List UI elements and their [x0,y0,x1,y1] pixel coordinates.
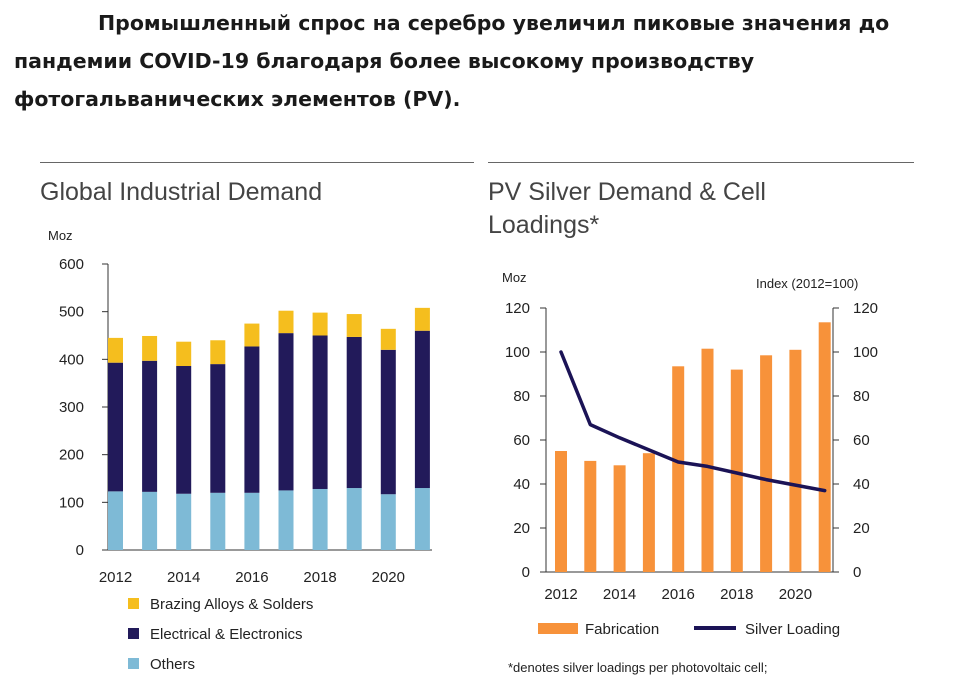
left-bar-segment [142,335,158,361]
left-bar-segment [278,490,294,550]
left-bar-segment [176,341,192,367]
right-left-tick-label: 100 [505,344,530,361]
left-bar-segment [346,488,362,550]
fabrication-bar [555,451,567,572]
left-bar-segment [210,492,226,550]
left-chart-top-rule [40,162,474,163]
right-right-tick-label: 100 [853,344,878,361]
left-bar-segment [312,488,328,550]
left-legend-label: Electrical & Electronics [150,626,303,643]
left-y-tick-label: 300 [59,399,84,416]
left-bar-segment [380,328,396,350]
left-bar-segment [108,491,123,550]
left-y-tick-label: 100 [59,494,84,511]
left-bar-segment [176,493,192,550]
right-right-tick-label: 80 [853,388,870,405]
headline-line-3: фотогальванических элементов (PV). [14,87,461,111]
left-bar-segment [346,336,362,489]
left-y-tick-label: 500 [59,304,84,321]
left-legend-label: Others [150,656,195,673]
silver-loading-line [559,350,827,493]
right-left-tick-label: 60 [513,432,530,449]
left-bar-segment [414,330,430,489]
right-chart-top-rule [488,162,914,163]
left-bar-segment [244,323,260,347]
left-bar-segment [210,364,226,493]
fabrication-bar [730,369,743,572]
headline-line-1: Промышленный спрос на серебро увеличил п… [98,11,890,35]
right-x-tick-label: 2018 [720,586,753,603]
left-legend-label: Brazing Alloys & Solders [150,596,313,613]
right-x-tick-label: 2014 [603,586,636,603]
left-bar-segment [312,312,328,336]
right-left-tick-label: 80 [513,388,530,405]
right-left-tick-label: 40 [513,476,530,493]
left-bar-segment [414,307,430,331]
left-y-axis-label: Moz [48,228,73,243]
right-y-axis-label-right: Index (2012=100) [756,276,858,291]
right-left-tick-label: 0 [522,564,530,581]
fabrication-bar [818,322,831,572]
left-bar-segment [142,360,158,492]
left-bar-segment [142,491,158,550]
left-bar-segment [244,346,260,493]
right-x-tick-label: 2016 [662,586,695,603]
left-legend-swatch [128,628,139,639]
right-right-tick-label: 0 [853,564,861,581]
right-right-tick-label: 120 [853,300,878,317]
left-bar-segment [176,366,192,494]
left-x-tick-label: 2016 [235,569,268,586]
right-chart-title-line-2: Loadings* [488,211,600,239]
fabrication-bar [760,355,773,572]
fabrication-bar [789,349,802,572]
left-bar-segment [312,335,328,489]
left-x-tick-label: 2014 [167,569,200,586]
left-bar-segment [278,333,294,491]
left-chart-title: Global Industrial Demand [40,178,323,206]
right-right-tick-label: 20 [853,520,870,537]
left-bar-segment [108,337,123,363]
left-bar-segment [210,340,226,365]
fabrication-bar [584,460,597,572]
left-bar-segment [380,494,396,550]
left-y-tick-label: 600 [59,256,84,273]
left-bar-segment [380,349,396,495]
right-legend-swatch-fabrication [538,623,578,634]
right-right-tick-label: 40 [853,476,870,493]
right-chart-title: PV Silver Demand & Cell Loadings* [488,176,766,242]
left-bar-segment [278,310,294,334]
left-x-tick-label: 2018 [303,569,336,586]
left-x-tick-label: 2012 [99,569,132,586]
left-y-tick-label: 200 [59,447,84,464]
left-y-tick-label: 0 [76,542,84,559]
footnote: *denotes silver loadings per photovoltai… [508,660,768,675]
right-chart-title-line-1: PV Silver Demand & Cell [488,178,766,206]
left-legend-swatch [128,598,139,609]
right-y-axis-label-left: Moz [502,270,527,285]
fabrication-bar [613,465,626,572]
left-bar-segment [414,488,430,550]
right-legend-label: Silver Loading [745,621,840,638]
left-y-tick-label: 400 [59,351,84,368]
right-x-tick-label: 2012 [544,586,577,603]
right-legend-label: Fabrication [585,621,659,638]
headline-line-2: пандемии COVID-19 благодаря более высоко… [14,49,755,73]
fabrication-bar [672,366,685,572]
fabrication-bar [701,348,714,572]
fabrication-bar [642,453,655,572]
left-x-tick-label: 2020 [372,569,405,586]
left-bar-segment [244,492,260,550]
left-bar-segment [346,314,362,337]
left-legend-swatch [128,658,139,669]
left-bar-segment [108,362,123,492]
right-x-tick-label: 2020 [779,586,812,603]
headline: Промышленный спрос на серебро увеличил п… [14,4,944,118]
right-left-tick-label: 120 [505,300,530,317]
right-left-tick-label: 20 [513,520,530,537]
right-right-tick-label: 60 [853,432,870,449]
